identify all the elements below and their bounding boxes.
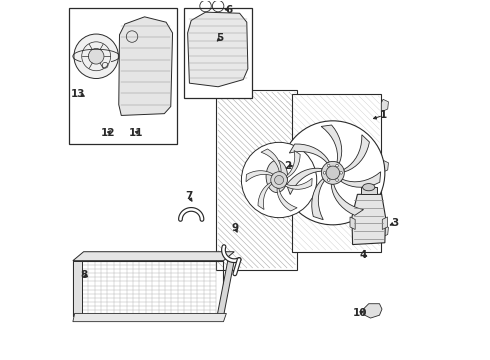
Circle shape: [88, 49, 104, 64]
Polygon shape: [246, 171, 273, 182]
Text: 12: 12: [101, 129, 115, 138]
Polygon shape: [364, 304, 382, 318]
Circle shape: [274, 175, 284, 185]
Bar: [216, 90, 297, 270]
Polygon shape: [350, 217, 355, 229]
Circle shape: [326, 166, 340, 180]
Polygon shape: [341, 172, 381, 187]
Text: 11: 11: [128, 129, 143, 138]
Polygon shape: [286, 150, 300, 178]
Polygon shape: [188, 12, 248, 87]
Polygon shape: [381, 99, 389, 112]
Text: 6: 6: [225, 5, 232, 15]
Polygon shape: [217, 261, 234, 316]
Circle shape: [336, 179, 338, 181]
Circle shape: [327, 179, 330, 181]
Circle shape: [74, 34, 119, 78]
Polygon shape: [312, 179, 324, 220]
Bar: [361, 187, 377, 194]
Bar: [73, 261, 82, 316]
Polygon shape: [352, 194, 386, 244]
Circle shape: [336, 164, 338, 167]
Text: 10: 10: [352, 309, 367, 318]
Bar: [292, 94, 381, 252]
Text: 9: 9: [232, 224, 239, 233]
Text: 5: 5: [216, 33, 223, 43]
Circle shape: [242, 142, 317, 218]
Polygon shape: [321, 125, 342, 163]
Polygon shape: [277, 188, 297, 211]
Polygon shape: [119, 17, 172, 116]
Text: 13: 13: [71, 89, 85, 99]
Ellipse shape: [266, 160, 288, 193]
Circle shape: [281, 121, 385, 225]
Text: 7: 7: [185, 191, 193, 201]
Text: 8: 8: [81, 270, 88, 280]
Polygon shape: [381, 160, 389, 173]
Text: 4: 4: [360, 250, 367, 260]
Polygon shape: [258, 182, 272, 210]
Ellipse shape: [363, 184, 375, 191]
Circle shape: [340, 171, 343, 174]
Polygon shape: [381, 225, 389, 237]
Polygon shape: [285, 178, 312, 189]
Text: 2: 2: [284, 161, 292, 171]
Polygon shape: [331, 184, 364, 215]
Polygon shape: [287, 168, 322, 194]
Text: 1: 1: [379, 111, 387, 121]
Text: 3: 3: [392, 218, 398, 228]
Polygon shape: [73, 252, 234, 261]
Polygon shape: [289, 144, 329, 163]
Polygon shape: [73, 314, 226, 321]
Circle shape: [321, 161, 344, 184]
Circle shape: [271, 172, 287, 188]
Bar: [73, 261, 223, 316]
Bar: [69, 8, 177, 144]
Circle shape: [327, 164, 330, 167]
Polygon shape: [382, 217, 388, 229]
Bar: [184, 8, 252, 98]
Polygon shape: [261, 149, 281, 172]
Polygon shape: [344, 135, 369, 172]
Circle shape: [323, 171, 326, 174]
